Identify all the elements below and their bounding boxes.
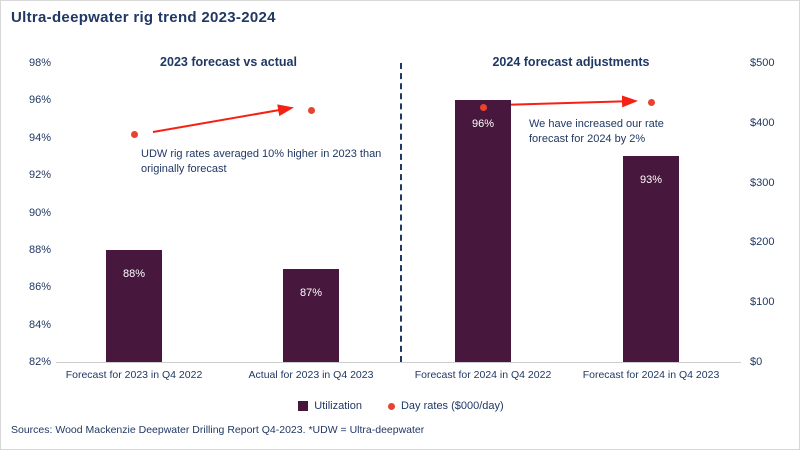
legend-item-utilization: Utilization [298,400,362,412]
left-axis-tick: 82% [28,356,51,368]
utilization-bar [623,156,679,362]
bar-value-label: 93% [639,174,663,187]
utilization-bar [455,100,511,362]
day-rate-dot [479,104,487,112]
day-rate-dot [307,107,315,115]
trend-arrow-2023 [152,104,294,133]
x-axis-label: Actual for 2023 in Q4 2023 [248,369,374,381]
annotation-2023: UDW rig rates averaged 10% higher in 202… [141,148,382,175]
right-axis-tick: $100 [750,296,775,309]
left-section-header: 2023 forecast vs actual [160,55,297,69]
legend-label-dayrates: Day rates ($000/day) [400,400,504,412]
left-axis-tick: 96% [28,94,51,107]
annotation-2024: We have increased our rate forecast for … [529,118,664,145]
x-axis-label: Forecast for 2024 in Q4 2022 [414,369,552,381]
right-axis-tick: $500 [750,57,775,69]
day-rate-dot [647,98,655,106]
right-axis-tick: $0 [750,356,763,368]
right-axis-tick: $300 [750,176,775,189]
section-divider [400,63,402,362]
chart-title: Ultra-deepwater rig trend 2023-2024 [11,9,276,26]
bar-value-label: 88% [122,267,146,280]
right-axis-tick: $200 [750,236,775,249]
left-axis-tick: 90% [28,206,51,219]
left-axis-tick: 94% [28,131,51,144]
x-axis-line [56,362,741,363]
bar-value-label: 96% [471,118,495,131]
left-axis-tick: 86% [28,281,51,294]
legend-label-utilization: Utilization [314,400,362,412]
day-rate-dot [130,131,138,139]
utilization-bar [106,249,162,362]
day-rates-dot-icon [387,402,395,410]
utilization-bar [283,268,339,362]
x-axis-label: Forecast for 2023 in Q4 2022 [65,369,203,381]
right-section-header: 2024 forecast adjustments [492,55,650,69]
left-axis-tick: 92% [28,169,51,182]
right-axis-tick: $400 [750,116,775,129]
x-axis-label: Forecast for 2024 in Q4 2023 [582,369,720,381]
chart-legend: Utilization Day rates ($000/day) [1,400,799,412]
utilization-swatch-icon [298,401,309,411]
left-axis-tick: 84% [28,318,51,331]
legend-item-dayrates: Day rates ($000/day) [387,400,504,412]
left-axis-tick: 88% [28,243,51,256]
left-axis-tick: 98% [28,57,51,69]
source-note: Sources: Wood Mackenzie Deepwater Drilli… [11,424,425,436]
trend-arrow-2024 [497,95,638,108]
bar-value-label: 87% [299,286,323,299]
